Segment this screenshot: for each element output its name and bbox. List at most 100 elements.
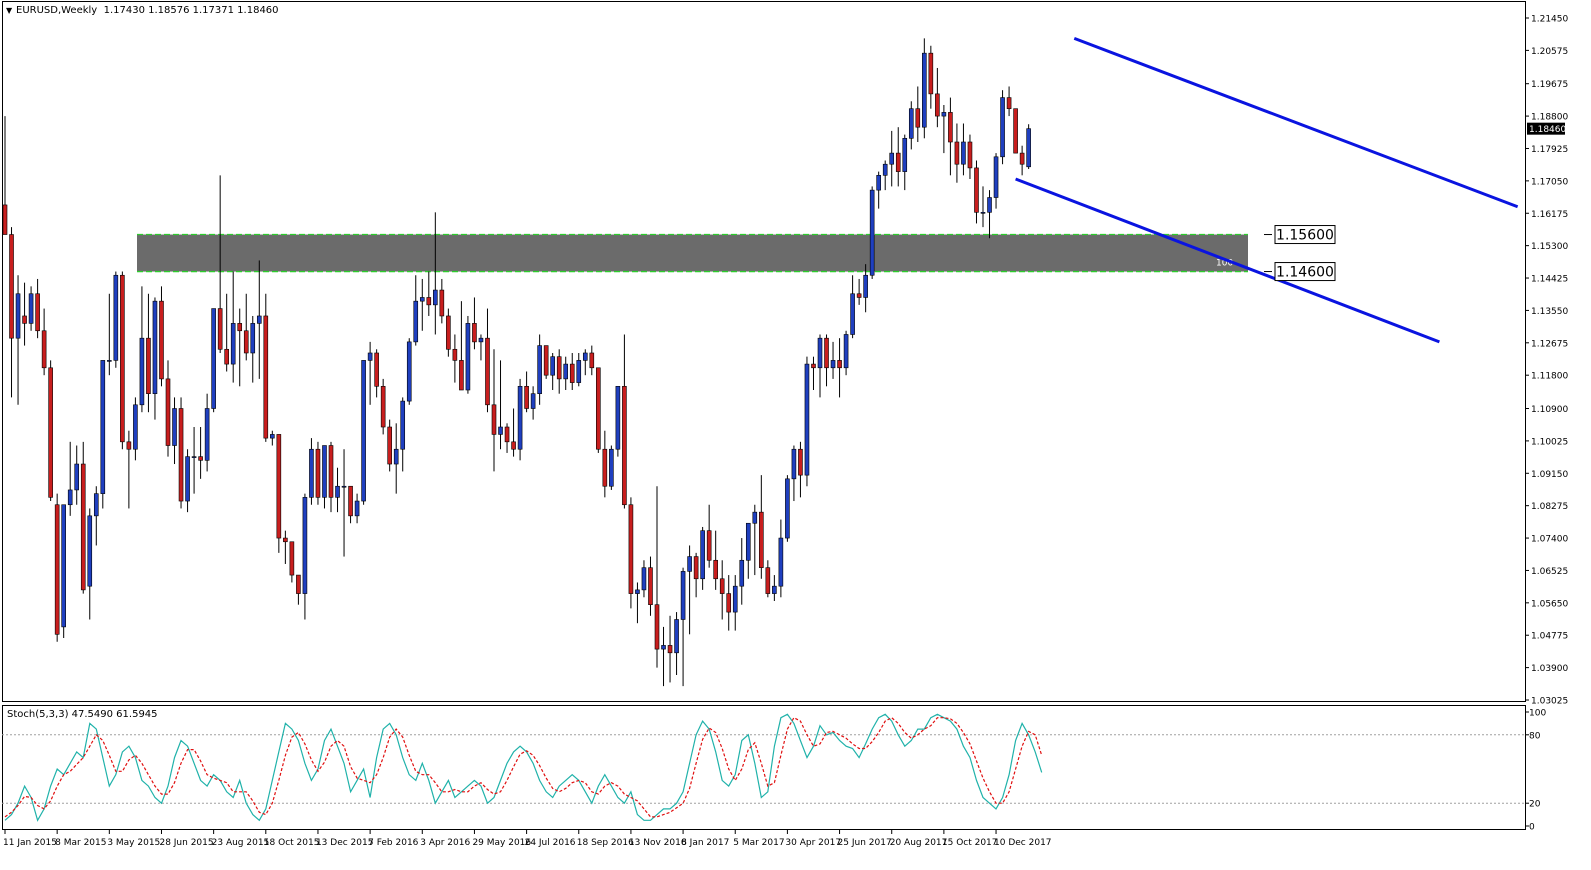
candle-bear: [159, 300, 164, 380]
support-zone: 100: [137, 233, 1248, 273]
candle-bear: [706, 530, 712, 561]
candle-bull: [537, 345, 542, 395]
time-tick-label: 11 Jan 2015: [3, 838, 57, 848]
candle-bull: [563, 363, 569, 380]
descending-channel[interactable]: [1015, 36, 1519, 344]
candle-bull: [302, 497, 308, 594]
stoch-title: Stoch(5,3,3) 47.5490 61.5945: [7, 709, 158, 720]
candle-bull: [609, 448, 614, 487]
candle-bull: [61, 504, 66, 628]
candle-bear: [719, 578, 725, 594]
candle-bull: [393, 448, 399, 465]
candle-bull: [191, 456, 197, 458]
time-tick-label: 28 Jun 2015: [159, 838, 213, 848]
price-tick-label: 1.03025: [1531, 697, 1568, 707]
price-tick-label: 1.06525: [1531, 567, 1568, 577]
time-tick-label: 29 May 2016: [472, 838, 531, 848]
candle-bear: [798, 448, 803, 476]
candle-bear: [9, 234, 14, 339]
level-label: 1.14600: [1276, 265, 1334, 281]
candle-bull: [28, 293, 34, 324]
price-tick-label: 1.21450: [1531, 15, 1568, 25]
level-box: [1274, 225, 1336, 245]
price-tick-label: 1.03900: [1531, 664, 1568, 674]
candle-bear: [459, 360, 464, 391]
candle-bull: [367, 352, 373, 361]
candle-bull: [204, 408, 210, 461]
candle-bull: [576, 360, 582, 383]
candle-bear: [602, 448, 608, 487]
candle-bear: [126, 441, 132, 450]
candle-bull: [582, 352, 588, 361]
candle-bull: [922, 52, 927, 128]
candle-bull: [413, 300, 419, 343]
symbol-caret-icon[interactable]: ▼: [6, 6, 13, 15]
candles: [2, 38, 1031, 687]
candle-bull: [309, 448, 314, 498]
candle-bull: [1026, 128, 1031, 168]
candle-bear: [824, 337, 829, 369]
time-tick-label: 13 Nov 2016: [629, 838, 687, 848]
candle-bull: [850, 293, 855, 335]
candle-bull: [739, 559, 745, 587]
candle-bear: [289, 541, 295, 576]
price-axis: 1.21450 1.20575 1.19675 1.18800 1.17925 1.170…: [1525, 15, 1568, 707]
candle-bear: [569, 363, 575, 383]
candle-bull: [250, 323, 256, 354]
price-tick-label: 1.11800: [1531, 372, 1568, 382]
candle-bull: [185, 456, 190, 502]
candle-bull: [419, 297, 425, 302]
stoch-tick-label: 0: [1529, 823, 1535, 833]
candle-bull: [902, 137, 908, 172]
time-tick-label: 13 Dec 2015: [316, 838, 374, 848]
candle-bull: [700, 530, 705, 580]
candle-bull: [15, 293, 21, 339]
current-price-box: [1527, 122, 1565, 135]
time-tick-label: 15 Oct 2017: [942, 838, 998, 848]
candle-bull: [804, 363, 810, 476]
candle-bull: [817, 337, 823, 369]
candle-bear: [452, 348, 458, 361]
candle-bull: [987, 197, 992, 213]
candle-bear: [439, 289, 445, 317]
candle-bull: [791, 448, 797, 480]
stoch-panel-frame: [2, 705, 1526, 830]
time-tick-label: 8 Mar 2015: [55, 838, 106, 848]
candle-bear: [296, 574, 301, 594]
candle-bull: [830, 360, 836, 369]
candle-bear: [935, 93, 940, 117]
candle-bear: [511, 441, 516, 450]
candle-bear: [895, 152, 901, 172]
candle-bull: [863, 274, 868, 298]
candle-bear: [504, 426, 510, 443]
price-tick-label: 1.08275: [1531, 502, 1568, 512]
candle-bear: [48, 367, 53, 498]
candle-bear: [426, 297, 432, 306]
candle-bull: [100, 360, 106, 494]
candle-bear: [283, 537, 288, 543]
candle-bull: [843, 334, 849, 369]
candle-bear: [491, 404, 497, 435]
candle-bull: [635, 589, 640, 594]
candle-bull: [139, 337, 145, 406]
candle-bull: [680, 571, 686, 620]
current-price-marker: 1.18460: [1527, 122, 1566, 135]
time-tick-label: 8 Jan 2017: [681, 838, 729, 848]
price-tick-label: 1.10900: [1531, 405, 1568, 415]
candle-bear: [54, 504, 60, 635]
candle-bear: [315, 448, 321, 498]
price-tick-label: 1.14425: [1531, 275, 1568, 285]
time-tick-label: 23 Aug 2015: [212, 838, 270, 848]
candle-bull: [732, 585, 738, 613]
channel-lower-line: [1015, 177, 1440, 344]
candle-bull: [322, 445, 327, 498]
candle-bull: [152, 300, 158, 395]
candle-bull: [87, 515, 93, 587]
candle-bull: [961, 141, 966, 165]
candle-bear: [224, 348, 229, 365]
time-tick-label: 10 Dec 2017: [994, 838, 1052, 848]
candle-bull: [941, 112, 947, 117]
candle-bear: [387, 426, 392, 465]
